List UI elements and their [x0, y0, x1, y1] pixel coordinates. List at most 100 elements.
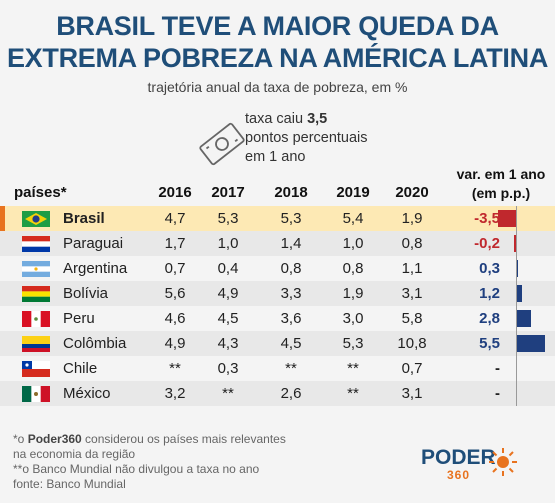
country-name: Argentina	[63, 260, 128, 277]
value-cell-2017: 4,9	[217, 285, 239, 302]
value-cell-2019: **	[347, 360, 359, 377]
source-note: fonte: Banco Mundial	[13, 477, 126, 491]
header-variation: var. em 1 ano (em p.p.)	[446, 165, 555, 203]
note-prefix: taxa caiu	[245, 111, 308, 127]
country-name: México	[63, 385, 111, 402]
value-cell-2020: 1,9	[401, 210, 423, 227]
value-cell-2019: 5,3	[342, 335, 364, 352]
mexico-flag-icon	[22, 386, 50, 402]
variation-bar	[516, 310, 531, 327]
value-cell-2018: 1,4	[280, 235, 302, 252]
value-cell-2018: 3,3	[280, 285, 302, 302]
chile-flag-icon	[22, 361, 50, 377]
variation-bar	[516, 285, 523, 302]
peru-flag-icon	[22, 311, 50, 327]
value-cell-2018: 2,6	[280, 385, 302, 402]
subtitle: trajetória anual da taxa de pobreza, em …	[147, 79, 408, 95]
brazil-flag-icon	[22, 211, 50, 227]
variation-bar	[497, 210, 516, 227]
value-cell-2020: 3,1	[401, 385, 423, 402]
value-cell-2020: 5,8	[401, 310, 423, 327]
footnote-1-brand: Poder360	[27, 432, 82, 446]
value-cell-2016: 5,6	[164, 285, 186, 302]
table-row: México 3,2 ** 2,6 ** 3,1 -	[0, 381, 555, 406]
variation-label: 5,5	[479, 335, 500, 352]
value-cell-2020: 0,8	[401, 235, 423, 252]
value-cell-2019: 1,9	[342, 285, 364, 302]
variation-zero-axis	[516, 206, 517, 406]
variation-label: -3,5	[474, 210, 500, 227]
note-value: 3,5	[307, 111, 328, 127]
value-cell-2020: 3,1	[401, 285, 423, 302]
highlight-marker	[0, 206, 5, 231]
bolivia-flag-icon	[22, 286, 50, 302]
value-cell-2016: 4,7	[164, 210, 186, 227]
variation-bar	[514, 235, 516, 252]
value-cell-2018: 3,6	[280, 310, 302, 327]
header-variation-line-2: (em p.p.)	[471, 185, 531, 201]
value-cell-2018: **	[285, 360, 297, 377]
value-cell-2016: **	[169, 360, 181, 377]
paraguay-flag-icon	[22, 236, 50, 252]
year-header-2020: 2020	[395, 184, 429, 201]
title-line-2: EXTREMA POBREZA NA AMÉRICA LATINA	[6, 43, 549, 73]
variation-bar	[516, 335, 545, 352]
variation-bar	[516, 260, 518, 277]
footnote-1-prefix: *o	[13, 432, 28, 446]
country-name: Chile	[63, 360, 98, 377]
page-title: BRASIL TEVE A MAIOR QUEDA DA EXTREMA POB…	[0, 10, 555, 74]
table-row: Chile ** 0,3 ** ** 0,7 -	[0, 356, 555, 381]
footnote-1-line-2: na economia da região	[13, 447, 136, 461]
value-cell-2017: 4,3	[217, 335, 239, 352]
value-cell-2017: 0,3	[217, 360, 239, 377]
value-cell-2019: 0,8	[342, 260, 364, 277]
value-cell-2019: 3,0	[342, 310, 364, 327]
logo-word: PODER	[421, 446, 496, 469]
year-header-2018: 2018	[274, 184, 308, 201]
variation-label: -0,2	[474, 235, 500, 252]
variation-label: 2,8	[479, 310, 500, 327]
value-cell-2016: 4,9	[164, 335, 186, 352]
value-cell-2018: 0,8	[280, 260, 302, 277]
value-cell-2020: 1,1	[401, 260, 423, 277]
value-cell-2016: 0,7	[164, 260, 186, 277]
footnote-1-suffix: considerou os países mais relevantes	[81, 432, 286, 446]
year-header-2016: 2016	[158, 184, 192, 201]
table-row: Bolívia 5,6 4,9 3,3 1,9 3,1 1,2	[0, 281, 555, 306]
table-row: Brasil 4,7 5,3 5,3 5,4 1,9 -3,5	[0, 206, 555, 231]
country-name: Bolívia	[63, 285, 109, 302]
value-cell-2020: 10,8	[397, 335, 427, 352]
value-cell-2017: **	[222, 385, 234, 402]
annotation-note: taxa caiu 3,5 pontos percentuais em 1 an…	[245, 110, 368, 167]
value-cell-2016: 4,6	[164, 310, 186, 327]
variation-label: -	[495, 360, 500, 377]
variation-label: -	[495, 385, 500, 402]
value-cell-2016: 1,7	[164, 235, 186, 252]
note-line-2: pontos percentuais	[245, 130, 368, 146]
logo-number: 360	[447, 468, 471, 482]
table-row: Colômbia 4,9 4,3 4,5 5,3 10,8 5,5	[0, 331, 555, 356]
value-cell-2020: 0,7	[401, 360, 423, 377]
value-cell-2016: 3,2	[164, 385, 186, 402]
value-cell-2019: 5,4	[342, 210, 364, 227]
table-row: Argentina 0,7 0,4 0,8 0,8 1,1 0,3	[0, 256, 555, 281]
note-line-3: em 1 ano	[245, 149, 306, 165]
table-row: Peru 4,6 4,5 3,6 3,0 5,8 2,8	[0, 306, 555, 331]
argentina-flag-icon	[22, 261, 50, 277]
year-header-2017: 2017	[211, 184, 245, 201]
year-header-2019: 2019	[336, 184, 370, 201]
value-cell-2017: 0,4	[217, 260, 239, 277]
country-name: Colômbia	[63, 335, 127, 352]
country-name: Paraguai	[63, 235, 124, 252]
value-cell-2019: **	[347, 385, 359, 402]
variation-label: 0,3	[479, 260, 500, 277]
value-cell-2017: 4,5	[217, 310, 239, 327]
poder360-logo: PODER 360	[421, 446, 496, 482]
value-cell-2018: 4,5	[280, 335, 302, 352]
header-countries: países*	[14, 184, 67, 201]
title-line-1: BRASIL TEVE A MAIOR QUEDA DA	[56, 11, 499, 41]
country-name: Brasil	[63, 210, 105, 227]
colombia-flag-icon	[22, 336, 50, 352]
value-cell-2019: 1,0	[342, 235, 364, 252]
header-variation-line-1: var. em 1 ano	[456, 166, 546, 182]
